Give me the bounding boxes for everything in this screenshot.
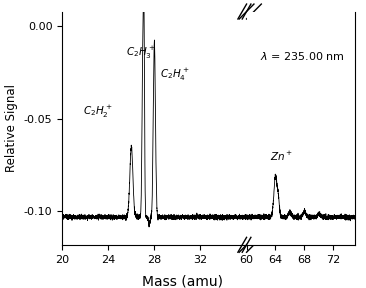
Text: $C_2H_3^+$: $C_2H_3^+$ [126,45,155,61]
Text: $Zn^+$: $Zn^+$ [270,150,293,164]
Y-axis label: Relative Signal: Relative Signal [5,84,18,172]
Text: $C_2H_2^+$: $C_2H_2^+$ [83,104,112,120]
Text: $C_2H_4^+$: $C_2H_4^+$ [160,67,190,83]
Text: $\lambda$ = 235.00 nm: $\lambda$ = 235.00 nm [259,50,344,62]
Text: Mass (amu): Mass (amu) [142,274,224,288]
